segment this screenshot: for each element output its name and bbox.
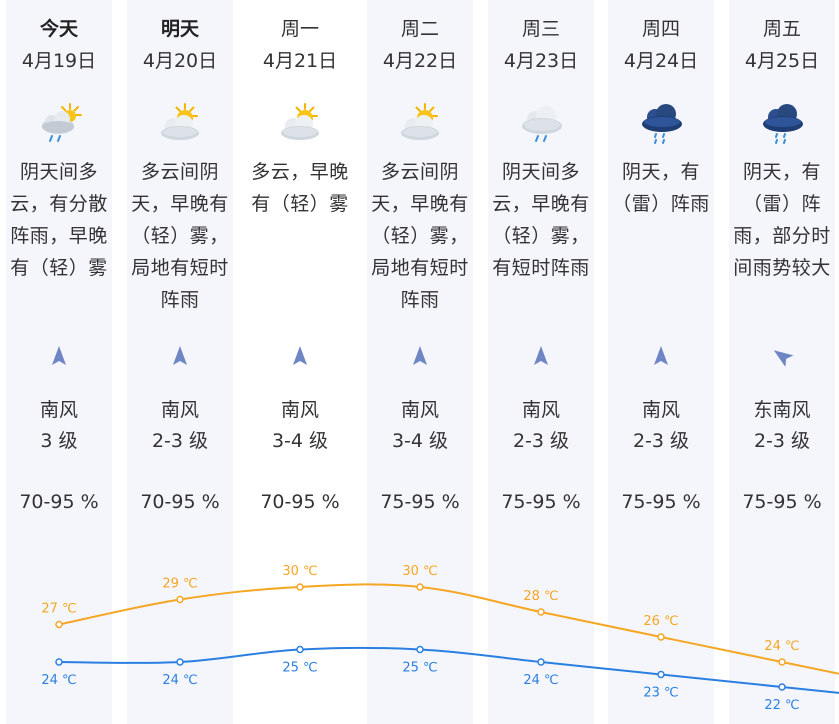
wind-level: 2-3 级	[753, 430, 811, 452]
weather-description-line: 局地有短时	[371, 257, 469, 279]
forecast-day-column: 周五 4月25日 阴天，有 （雷）阵 雨，部分时 间雨势较大 东南风 2-3 级…	[729, 0, 835, 724]
weather-description-line: 阴天，有	[621, 161, 700, 183]
weather-description-line: 有短时阵雨	[492, 257, 590, 279]
day-date: 4月20日	[142, 50, 218, 72]
wind-level: 2-3 级	[512, 430, 570, 452]
weather-description-line: 多云间阴	[140, 161, 219, 183]
weather-description: 多云间阴 天，早晚有 （轻）雾， 局地有短时 阵雨	[367, 156, 473, 316]
wind-level: 3 级	[40, 430, 78, 452]
day-name: 周三	[521, 18, 560, 40]
wind-direction: 南风	[160, 399, 199, 421]
day-name: 周五	[762, 18, 801, 40]
weather-description: 阴天间多 云，早晚有 （轻）雾， 有短时阵雨	[488, 156, 594, 284]
weather-description: 多云间阴 天，早晚有 （轻）雾， 局地有短时 阵雨	[127, 156, 233, 316]
wind-level: 2-3 级	[151, 430, 209, 452]
weather-description: 阴天，有 （雷）阵雨	[608, 156, 714, 220]
humidity: 70-95 %	[140, 491, 220, 513]
partly-cloudy-rain-icon	[42, 103, 82, 142]
cloud-light-rain-icon	[522, 106, 562, 142]
day-date: 4月22日	[382, 50, 458, 72]
forecast-day-column: 周一 4月21日 多云，早晚 有（轻）雾 南风 3-4 级 70-95 %	[247, 0, 353, 724]
weather-description: 阴天间多 云，有分散 阵雨，早晚 有（轻）雾	[6, 156, 112, 284]
weather-description-line: （轻）雾，	[492, 225, 590, 247]
weather-description-line: 多云，早晚	[251, 161, 349, 183]
weather-description-line: 有（轻）雾	[251, 193, 349, 215]
weather-description-line: 有（轻）雾	[10, 257, 108, 279]
wind-level: 3-4 级	[391, 430, 449, 452]
weather-description-line: 雨，部分时	[733, 225, 831, 247]
day-name: 明天	[160, 18, 199, 40]
day-date: 4月24日	[623, 50, 699, 72]
wind-level: 2-3 级	[632, 430, 690, 452]
weather-description: 阴天，有 （雷）阵 雨，部分时 间雨势较大	[729, 156, 835, 284]
weather-description-line: 间雨势较大	[733, 257, 831, 279]
weather-description-line: 天，早晚有	[131, 193, 229, 215]
wind-direction: 南风	[39, 399, 78, 421]
day-name: 今天	[39, 18, 78, 40]
wind-direction: 东南风	[753, 399, 811, 421]
wind-arrow-north-icon	[413, 346, 427, 365]
wind-direction: 南风	[280, 399, 319, 421]
weather-description-line: 阴天间多	[501, 161, 580, 183]
weather-description-line: 阵雨，早晚	[10, 225, 108, 247]
wind-arrow-north-icon	[293, 346, 307, 365]
weather-description-line: 局地有短时	[131, 257, 229, 279]
weather-description-line: 阴天间多	[19, 161, 98, 183]
thunder-rain-icon	[763, 104, 803, 144]
weather-description-line: 阵雨	[400, 289, 440, 311]
weather-description-line: （雷）阵	[742, 193, 821, 215]
weather-description-line: （轻）雾，	[131, 225, 229, 247]
day-name: 周二	[400, 18, 439, 40]
weather-description-line: （轻）雾，	[371, 225, 469, 247]
day-date: 4月23日	[503, 50, 579, 72]
forecast-day-column: 周二 4月22日 多云间阴 天，早晚有 （轻）雾， 局地有短时 阵雨 南风 3-…	[367, 0, 473, 724]
weather-description-line: 阵雨	[160, 289, 200, 311]
humidity: 75-95 %	[621, 491, 701, 513]
wind-arrow-north-icon	[654, 346, 668, 365]
wind-arrow-north-icon	[52, 346, 66, 365]
humidity: 75-95 %	[742, 491, 822, 513]
sun-cloud-icon	[161, 103, 199, 140]
weather-description-line: 阴天，有	[742, 161, 821, 183]
sun-cloud-icon	[401, 103, 439, 140]
weather-description-line: （雷）阵雨	[612, 193, 710, 215]
thunder-rain-icon	[642, 104, 682, 144]
wind-arrow-northwest-icon	[773, 350, 794, 367]
day-date: 4月25日	[744, 50, 820, 72]
wind-arrow-north-icon	[534, 346, 548, 365]
humidity: 70-95 %	[19, 491, 99, 513]
weather-description: 多云，早晚 有（轻）雾	[247, 156, 353, 220]
humidity: 75-95 %	[501, 491, 581, 513]
forecast-day-column: 明天 4月20日 多云间阴 天，早晚有 （轻）雾， 局地有短时 阵雨 南风 2-…	[127, 0, 233, 724]
wind-arrow-north-icon	[173, 346, 187, 365]
wind-level: 3-4 级	[271, 430, 329, 452]
sun-cloud-icon	[281, 103, 319, 140]
wind-direction: 南风	[400, 399, 439, 421]
wind-direction: 南风	[521, 399, 560, 421]
forecast-day-column: 周四 4月24日 阴天，有 （雷）阵雨 南风 2-3 级 75-95 %	[608, 0, 714, 724]
weather-description-line: 多云间阴	[380, 161, 459, 183]
humidity: 70-95 %	[260, 491, 340, 513]
weather-description-line: 天，早晚有	[371, 193, 469, 215]
day-name: 周一	[280, 18, 319, 40]
weather-description-line: 云，有分散	[10, 193, 108, 215]
wind-direction: 南风	[641, 399, 680, 421]
weather-description-line: 云，早晚有	[492, 193, 590, 215]
forecast-day-column: 今天 4月19日 阴天间多 云，有分散 阵雨，早晚 有（轻）雾 南风 3	[6, 0, 112, 724]
humidity: 75-95 %	[380, 491, 460, 513]
day-name: 周四	[641, 18, 680, 40]
forecast-day-column: 周三 4月23日 阴天间多 云，早晚有 （轻）雾， 有短时阵雨 南风 2-3 级…	[488, 0, 594, 724]
day-date: 4月21日	[262, 50, 338, 72]
day-date: 4月19日	[21, 50, 97, 72]
